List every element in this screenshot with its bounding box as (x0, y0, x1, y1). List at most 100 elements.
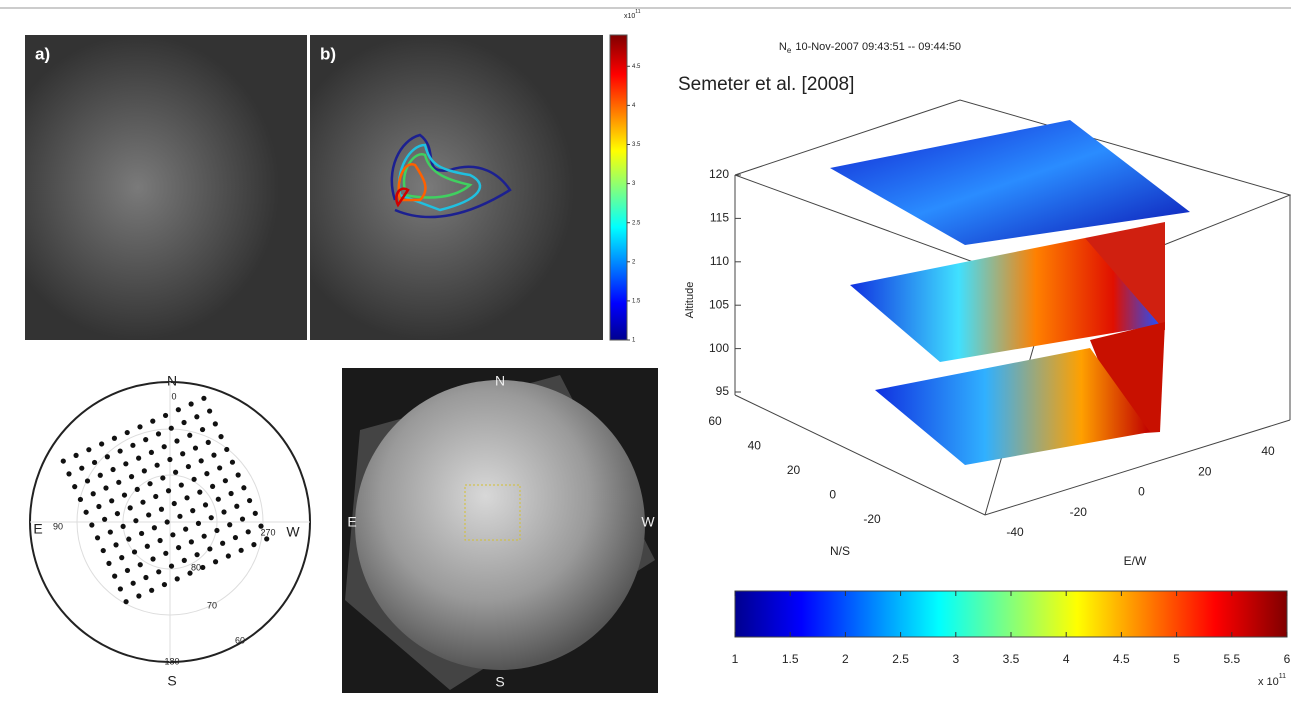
axis-label: N/S (830, 544, 850, 558)
sample-dot (108, 529, 113, 534)
multiplier-text: x10 (624, 13, 635, 20)
tick-label: 4 (1063, 652, 1070, 666)
sample-dot (200, 427, 205, 432)
sample-dot (181, 420, 186, 425)
sample-dot (150, 419, 155, 424)
sample-dot (155, 463, 160, 468)
colorbar-multiplier: x 1011 (1258, 673, 1286, 688)
sample-dot (122, 492, 127, 497)
sample-dot (192, 477, 197, 482)
compass-label: E (347, 514, 356, 530)
multiplier-text: x 10 (1258, 676, 1279, 688)
sample-dot (116, 480, 121, 485)
sample-dot (209, 515, 214, 520)
density-slice (830, 120, 1190, 245)
compass-label: N (167, 373, 177, 389)
sample-dot (133, 518, 138, 523)
tick-label: 40 (748, 439, 762, 453)
tick-label: 95 (716, 384, 730, 398)
sample-dot (202, 534, 207, 539)
sample-dot (174, 438, 179, 443)
tick-label: 1.5 (632, 298, 641, 304)
sample-dot (143, 437, 148, 442)
sample-dot (223, 478, 228, 483)
sample-dot (234, 504, 239, 509)
sample-dot (85, 478, 90, 483)
sample-dot (175, 576, 180, 581)
sample-dot (165, 519, 170, 524)
sample-dot (128, 505, 133, 510)
elevation-label: 80 (191, 562, 201, 572)
sample-dot (138, 562, 143, 567)
sample-dot (173, 470, 178, 475)
tick-label: 100 (709, 341, 729, 355)
sample-dot (228, 491, 233, 496)
panel-label: b) (320, 44, 336, 63)
polar-grid (30, 382, 310, 662)
sample-dot (190, 508, 195, 513)
sample-dot (115, 511, 120, 516)
sample-dot (66, 471, 71, 476)
sample-dot (106, 561, 111, 566)
azimuth-label: 90 (53, 521, 63, 531)
multiplier-exponent: 11 (1279, 673, 1286, 680)
tick-label: 1 (732, 652, 739, 666)
sample-dot (86, 447, 91, 452)
sample-dot (220, 541, 225, 546)
sample-dot (139, 531, 144, 536)
sample-dot (187, 433, 192, 438)
sample-dot (189, 539, 194, 544)
sample-dot (96, 504, 101, 509)
sample-dot (92, 460, 97, 465)
small-colorbar-ticks: 11.522.533.544.5 (627, 64, 641, 344)
sample-dot (226, 553, 231, 558)
sample-dot (142, 468, 147, 473)
tick-label: 40 (1261, 444, 1275, 458)
sample-dot (213, 559, 218, 564)
plot-title: Ne10-Nov-2007 09:43:51 -- 09:44:50 (779, 41, 961, 55)
figure: a) b) 11.522.533.544.5 x1011 N E W S 0 9… (0, 0, 1291, 705)
compass-label: S (495, 674, 504, 690)
sample-dot (143, 575, 148, 580)
axis-label: Altitude (684, 282, 696, 319)
tick-label: -40 (1006, 525, 1024, 539)
sample-dot (230, 460, 235, 465)
tick-label: 2 (632, 259, 636, 265)
sample-dot (136, 593, 141, 598)
sample-dot (152, 525, 157, 530)
sample-dot (136, 456, 141, 461)
title-text: 10-Nov-2007 09:43:51 -- 09:44:50 (795, 41, 961, 53)
title-subscript: e (787, 46, 792, 55)
sample-dot (221, 509, 226, 514)
sample-dot (109, 498, 114, 503)
sample-dot (193, 445, 198, 450)
sample-dot (233, 535, 238, 540)
sample-dot (135, 487, 140, 492)
sample-dot (61, 458, 66, 463)
small-colorbar (610, 35, 627, 340)
compass-label: W (641, 514, 655, 530)
sample-dot (157, 538, 162, 543)
tick-label: 2 (842, 652, 849, 666)
sample-dot (176, 545, 181, 550)
tick-label: 20 (1198, 464, 1212, 478)
sample-dot (125, 430, 130, 435)
tick-label: 5 (1173, 652, 1180, 666)
sample-dot (130, 443, 135, 448)
sample-dot (119, 555, 124, 560)
sample-dot (125, 568, 130, 573)
sample-dot (197, 490, 202, 495)
sample-dot (99, 441, 104, 446)
sample-dot (194, 414, 199, 419)
sample-dot (91, 491, 96, 496)
sample-dot (169, 426, 174, 431)
sample-dot (156, 569, 161, 574)
sample-dot (227, 522, 232, 527)
axis-label: E/W (1124, 554, 1147, 568)
sample-dot (218, 434, 223, 439)
sample-dot (213, 421, 218, 426)
tick-label: 3.5 (1003, 652, 1020, 666)
sample-dot (172, 501, 177, 506)
sample-dot (149, 588, 154, 593)
sample-dot (240, 516, 245, 521)
